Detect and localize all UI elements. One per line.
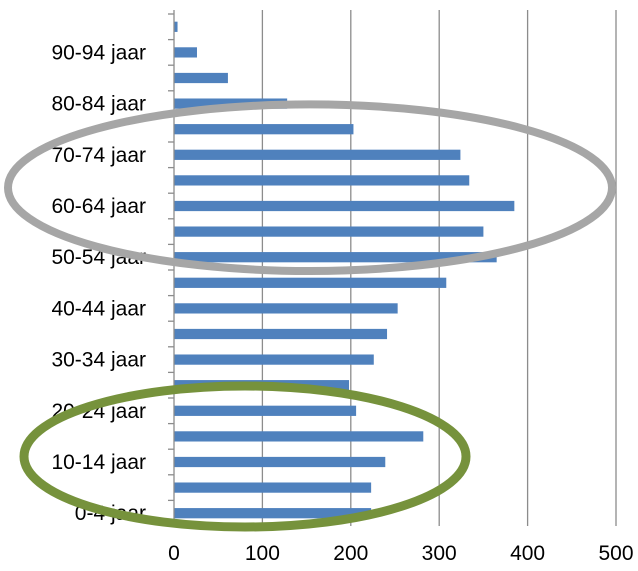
bar-5-9-jaar — [174, 482, 372, 493]
bar-30-34-jaar — [174, 354, 374, 365]
bar-40-44-jaar — [174, 303, 398, 314]
highlight-ellipse-1 — [4, 100, 616, 275]
x-tick-label: 300 — [422, 542, 457, 565]
bar-90-94-jaar — [174, 47, 197, 58]
x-tick-label: 200 — [333, 542, 368, 565]
y-tick-label: 30-34 jaar — [51, 349, 146, 372]
y-tick-label: 10-14 jaar — [51, 451, 146, 474]
bar-0-4-jaar — [174, 508, 372, 519]
bar-35-39-jaar — [174, 328, 388, 340]
bar-15-19-jaar — [174, 431, 424, 442]
value-tick-labels: 0 100 200 300 400 500 — [168, 542, 633, 565]
x-tick-label: 500 — [598, 542, 633, 565]
y-tick-label: 60-64 jaar — [51, 195, 146, 218]
bar-85-89-jaar — [174, 72, 228, 84]
bar-50-54-jaar — [174, 252, 497, 263]
bar-45-49-jaar — [174, 277, 447, 288]
y-tick-label: 80-84 jaar — [51, 93, 146, 116]
y-tick-label: 70-74 jaar — [51, 144, 146, 167]
bar-series — [174, 21, 515, 519]
x-tick-label: 0 — [168, 542, 180, 565]
bar-10-14-jaar — [174, 456, 386, 468]
x-tick-label: 100 — [245, 542, 280, 565]
bar-65-69-jaar — [174, 175, 470, 186]
bar-95-jaar — [174, 21, 178, 32]
x-tick-label: 400 — [510, 542, 545, 565]
annotation-ellipses — [4, 100, 616, 532]
y-tick-label: 40-44 jaar — [51, 297, 146, 320]
y-tick-label: 20-24 jaar — [51, 400, 146, 423]
bar-55-59-jaar — [174, 226, 484, 237]
bar-75-79-jaar — [174, 124, 354, 135]
y-tick-label: 90-94 jaar — [51, 41, 146, 64]
highlight-ellipse-2 — [19, 381, 471, 532]
axes — [168, 10, 175, 527]
bar-20-24-jaar — [174, 405, 357, 416]
bar-60-64-jaar — [174, 200, 515, 212]
bar-70-74-jaar — [174, 149, 461, 160]
